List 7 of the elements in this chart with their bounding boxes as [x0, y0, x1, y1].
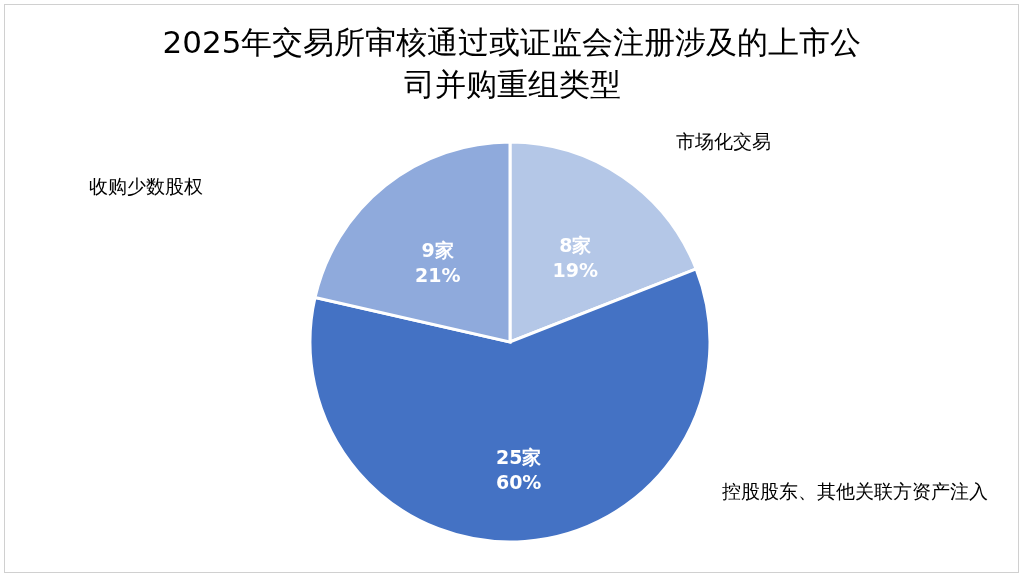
data-label: 8家 19%	[552, 234, 599, 282]
data-label: 25家 60%	[495, 445, 542, 493]
chart-title: 2025年交易所审核通过或证监会注册涉及的上市公司并购重组类型	[162, 24, 862, 102]
slice-label: 收购少数股权	[88, 175, 203, 197]
slice-label: 控股股东、其他关联方资产注入	[722, 480, 989, 502]
slice-label: 市场化交易	[676, 130, 772, 152]
data-label: 9家 21%	[414, 239, 461, 287]
